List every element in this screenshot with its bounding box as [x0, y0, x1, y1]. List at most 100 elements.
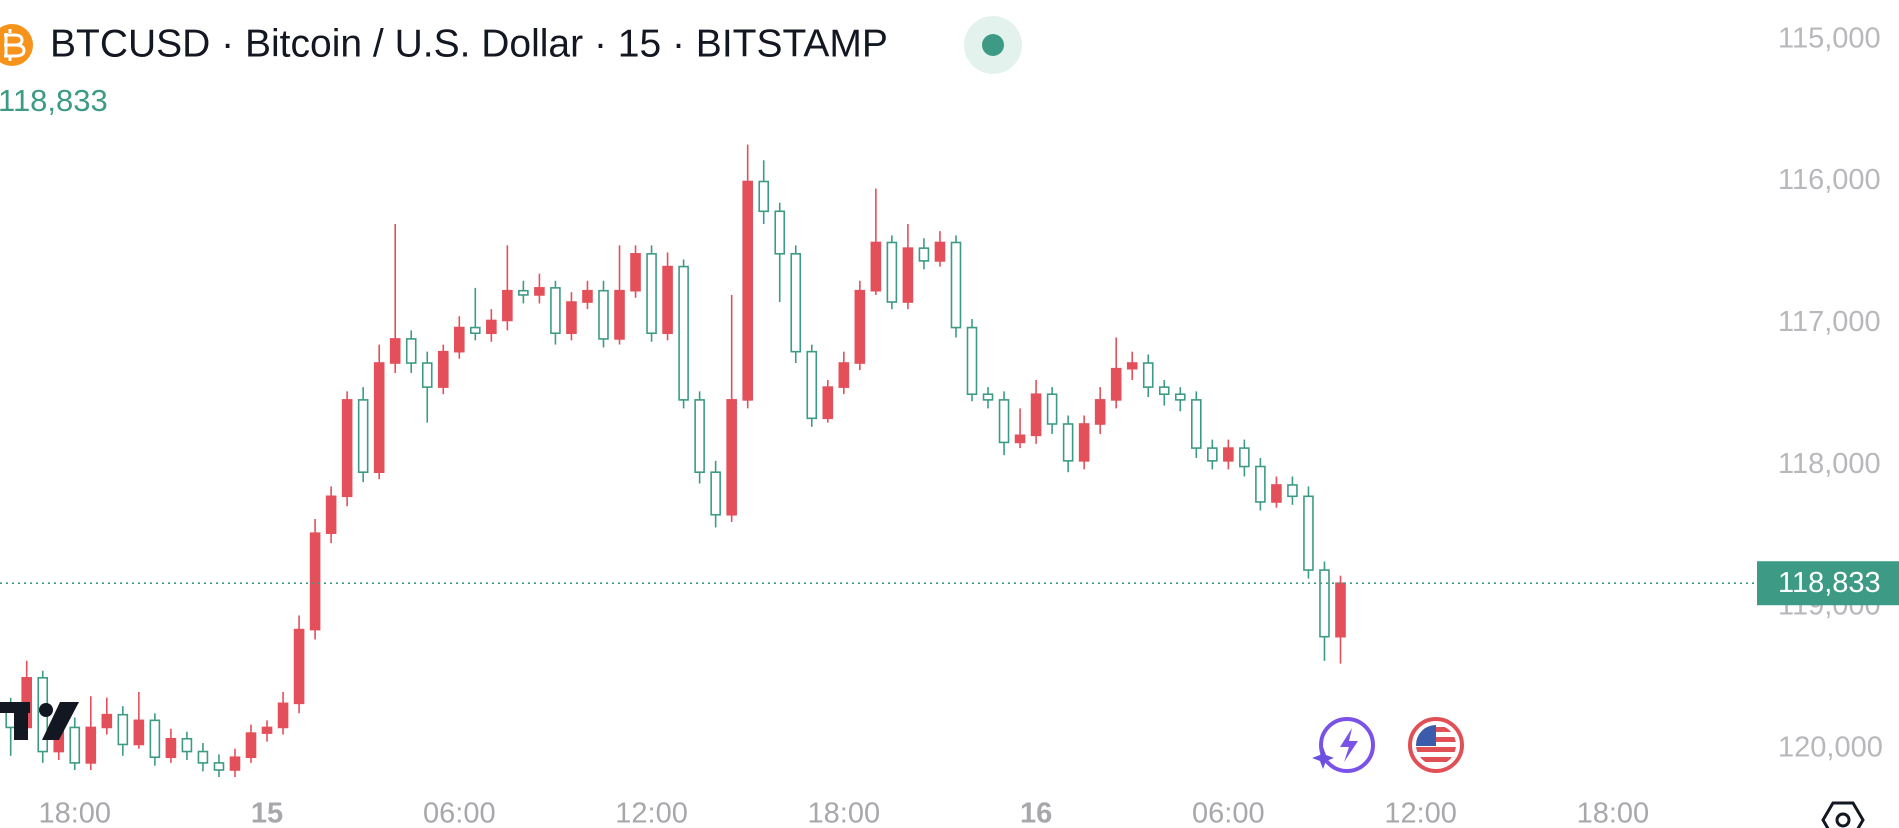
candle-body	[437, 350, 449, 388]
candle-body	[678, 265, 689, 401]
candle-body	[742, 180, 753, 401]
candle-body	[325, 495, 337, 534]
candle-body	[405, 338, 417, 364]
candle-body	[1319, 569, 1330, 638]
candle-body	[1287, 484, 1298, 498]
candle-body	[1158, 386, 1170, 396]
candle-body	[726, 399, 737, 516]
candle-body	[822, 386, 834, 420]
candle-body	[1335, 582, 1346, 638]
candle-body	[854, 289, 866, 364]
x-tick-label: 15	[251, 798, 283, 828]
y-tick-label: 116,000	[1778, 164, 1881, 196]
x-tick-label: 16	[1020, 798, 1052, 828]
candle-body	[566, 301, 577, 335]
candle-body	[1207, 447, 1218, 462]
candle-body	[998, 399, 1010, 444]
candle-body	[758, 180, 770, 213]
candle-body	[85, 726, 97, 764]
x-tick-label: 06:00	[423, 798, 496, 828]
candle-body	[1030, 393, 1042, 437]
candle-body	[373, 362, 385, 473]
flag-icon[interactable]	[1408, 717, 1464, 773]
settings-icon[interactable]	[1821, 801, 1865, 828]
events-icon[interactable]	[1312, 717, 1375, 773]
candle-body	[950, 241, 962, 329]
candle-body	[902, 247, 914, 303]
candle-body	[614, 289, 625, 340]
x-tick-label: 18:00	[1577, 798, 1650, 828]
y-tick-label: 117,000	[1778, 306, 1881, 338]
y-tick-label: 120,000	[1778, 731, 1883, 763]
candle-body	[838, 362, 850, 388]
candle-body	[1255, 465, 1266, 503]
candle-body	[1271, 484, 1282, 503]
candle-body	[261, 726, 273, 734]
candle-body	[646, 253, 657, 335]
candle-body	[101, 713, 113, 729]
symbol-glyph	[4, 29, 26, 61]
logo	[0, 702, 79, 740]
last-price-box	[1757, 561, 1899, 606]
candle-body	[309, 532, 321, 631]
candle-body	[1142, 362, 1154, 388]
candle-body	[662, 265, 673, 335]
candle-body	[69, 726, 81, 764]
candle-body	[117, 713, 129, 746]
candle-body	[982, 393, 994, 401]
candle-body	[1191, 399, 1202, 449]
candle-body	[1223, 447, 1234, 462]
candle-body	[1078, 423, 1090, 462]
y-tick-label: 115,000	[1778, 22, 1881, 54]
candle-body	[918, 247, 930, 262]
candle-body	[710, 471, 721, 516]
candle-body	[550, 287, 561, 335]
candle-body	[229, 756, 241, 771]
x-tick-label: 12:00	[1384, 798, 1457, 828]
candle-body	[453, 326, 465, 353]
candle-body	[502, 289, 513, 322]
chart-title: BTCUSD · Bitcoin / U.S. Dollar · 15 · BI…	[50, 22, 888, 65]
candle-body	[149, 719, 161, 759]
candle-body	[1094, 399, 1106, 425]
candle-body	[694, 399, 705, 473]
candle-body	[341, 399, 353, 498]
x-tick-label: 06:00	[1192, 798, 1265, 828]
candle-body	[790, 253, 802, 353]
candle-body	[181, 737, 193, 753]
candle-body	[293, 628, 305, 705]
header-price: 118,833	[0, 83, 108, 118]
y-tick-label: 118,000	[1778, 448, 1881, 480]
candle-body	[806, 350, 818, 420]
candle-body	[245, 732, 257, 759]
candle-body	[598, 289, 609, 340]
candle-body	[774, 210, 786, 255]
candle-body	[1303, 495, 1314, 571]
candle-body	[213, 762, 225, 771]
candle-body	[486, 319, 497, 335]
candle-body	[470, 326, 481, 335]
candle-body	[133, 719, 145, 746]
candle-body	[165, 737, 177, 759]
candle-body	[886, 241, 898, 303]
candle-body	[934, 241, 946, 262]
candle-body	[357, 399, 369, 473]
candle-body	[870, 241, 882, 292]
candle-body	[1110, 367, 1122, 401]
candle-body	[197, 750, 209, 764]
price-axis: 115,000116,000117,000118,000119,000120,0…	[38, 22, 1899, 828]
candle-body	[534, 287, 545, 296]
candle-body	[1014, 434, 1026, 444]
candle-body	[630, 253, 641, 292]
candle-body	[389, 338, 401, 364]
candle-body	[421, 362, 433, 388]
candle-body	[966, 326, 978, 396]
market-status-dot	[982, 34, 1004, 56]
x-tick-label: 12:00	[615, 798, 688, 828]
candle-body	[277, 702, 289, 729]
candle-body	[1239, 447, 1250, 468]
candle-body	[1062, 423, 1074, 462]
candle-body	[1174, 393, 1186, 401]
